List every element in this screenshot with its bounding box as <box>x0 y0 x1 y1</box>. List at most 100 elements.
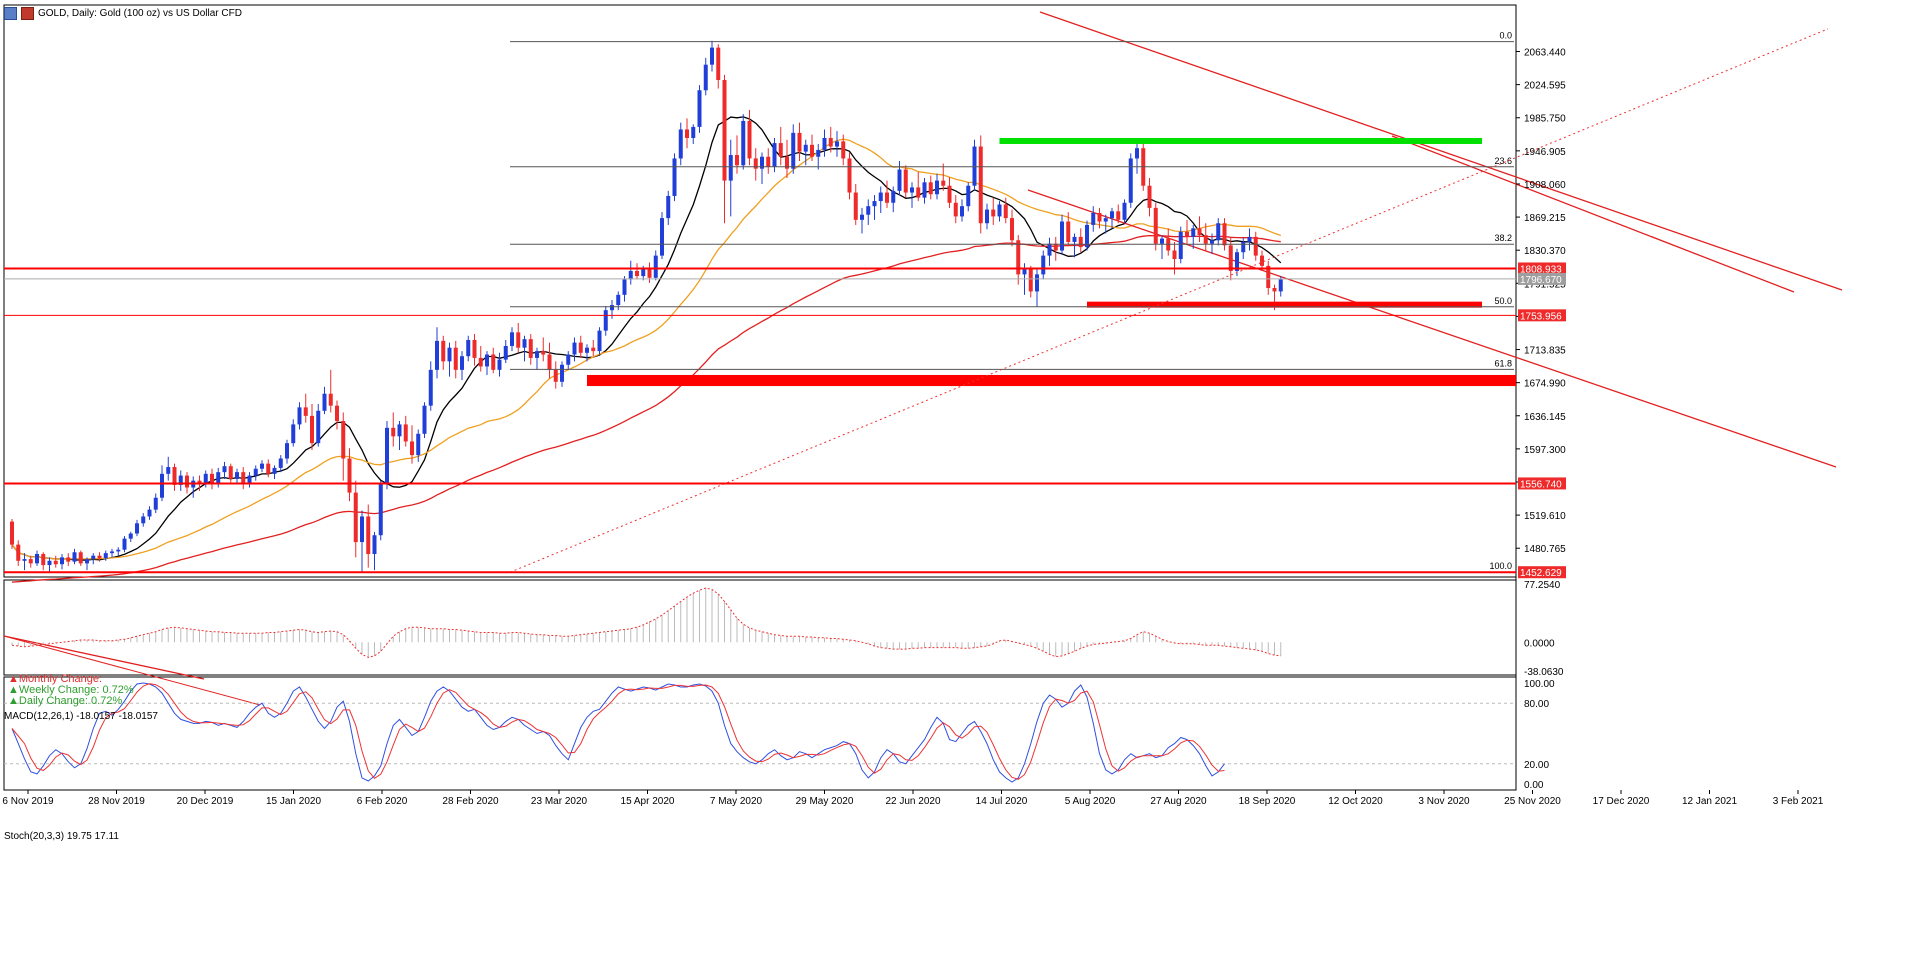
bull-candle <box>278 458 283 468</box>
bear-candle <box>366 516 371 554</box>
bull-candle <box>1091 213 1096 225</box>
bull-candle <box>503 345 508 360</box>
bull-candle <box>291 424 296 444</box>
price-tick-label: 1869.215 <box>1524 213 1566 224</box>
bear-candle <box>778 143 783 157</box>
bull-candle <box>1191 228 1196 237</box>
bull-candle <box>1041 255 1046 275</box>
bear-candle <box>266 463 271 474</box>
macd-panel-frame <box>3 579 1517 676</box>
bear-candle <box>341 421 346 459</box>
date-tick-label: 12 Jan 2021 <box>1682 796 1737 807</box>
bear-candle <box>28 559 33 564</box>
bull-candle <box>128 533 133 539</box>
bear-candle <box>1228 245 1233 271</box>
bull-candle <box>1047 243 1052 256</box>
price-tag <box>1518 309 1566 322</box>
bear-candle <box>853 192 858 220</box>
bear-candle <box>353 492 358 543</box>
channel-lower-line <box>1027 189 1837 468</box>
price-tick-label: 1674.990 <box>1524 379 1566 390</box>
bear-candle <box>403 424 408 442</box>
bear-candle <box>1028 269 1033 292</box>
bull-candle <box>85 559 89 564</box>
bull-candle <box>385 427 389 485</box>
bull-candle <box>997 204 1002 217</box>
bull-candle <box>466 340 471 357</box>
macd-signal-line <box>11 587 1281 658</box>
bull-candle <box>597 330 602 352</box>
bear-candle <box>1003 204 1008 219</box>
stoch-tick-label: 80.00 <box>1524 699 1549 710</box>
bull-candle <box>147 509 152 517</box>
price-tick-label: 2024.595 <box>1524 81 1566 92</box>
bear-candle <box>553 369 558 382</box>
bull-candle <box>203 473 208 485</box>
bull-candle <box>110 551 114 554</box>
bear-candle <box>1222 223 1227 246</box>
price-tick-label: 1713.835 <box>1524 346 1566 357</box>
bear-candle <box>1260 255 1264 266</box>
bull-candle <box>535 351 539 358</box>
bull-candle <box>566 354 571 365</box>
bear-candle <box>328 393 333 406</box>
bull-candle <box>791 132 796 169</box>
bull-candle <box>260 463 264 469</box>
price-tick-label: 1519.610 <box>1524 511 1566 522</box>
bull-candle <box>710 47 714 65</box>
bull-candle <box>672 158 677 196</box>
bull-candle <box>1278 279 1283 292</box>
bull-candle <box>760 156 764 169</box>
bull-candle <box>397 424 402 437</box>
bull-candle <box>935 180 939 195</box>
bear-candle <box>516 332 521 348</box>
bear-candle <box>1116 211 1121 220</box>
date-tick-label: 22 Jun 2020 <box>885 796 940 807</box>
date-tick-label: 6 Nov 2019 <box>2 796 54 807</box>
bear-candle <box>491 354 496 370</box>
bull-candle <box>247 475 252 485</box>
bear-candle <box>172 467 177 485</box>
bull-candle <box>960 206 964 217</box>
bull-candle <box>178 475 183 485</box>
fib-level-label: 61.8 <box>1494 358 1512 368</box>
bull-candle <box>428 369 433 406</box>
bull-candle <box>153 497 158 510</box>
bear-candle <box>547 354 552 370</box>
stoch-label: Stoch(20,3,3) 19.75 17.11 <box>4 831 119 842</box>
bear-candle <box>947 185 952 203</box>
chart-window-icon[interactable] <box>4 6 17 20</box>
date-tick-label: 23 Mar 2020 <box>531 796 588 807</box>
stoch-tick-label: 0.00 <box>1524 780 1544 791</box>
bull-candle <box>322 393 327 411</box>
price-tick-label: 2063.440 <box>1524 48 1566 59</box>
bull-candle <box>1103 218 1108 222</box>
bull-candle <box>272 467 277 474</box>
bull-candle <box>728 155 733 181</box>
bull-candle <box>866 206 871 215</box>
bull-candle <box>1035 274 1039 292</box>
date-tick-label: 18 Sep 2020 <box>1239 796 1296 807</box>
date-tick-label: 14 Jul 2020 <box>976 796 1028 807</box>
bull-candle <box>610 305 614 311</box>
bear-candle <box>1097 213 1102 222</box>
bull-candle <box>60 557 64 565</box>
bull-candle <box>510 332 514 346</box>
price-tag <box>1518 262 1566 275</box>
bull-candle <box>91 555 96 560</box>
bear-candle <box>1266 265 1271 289</box>
bull-candle <box>135 523 139 534</box>
bull-candle <box>572 342 577 355</box>
price-tick-label: 1480.765 <box>1524 544 1566 555</box>
bear-candle <box>228 466 233 479</box>
bear-candle <box>53 560 58 565</box>
symbol-icon <box>21 6 34 20</box>
bear-candle <box>1153 207 1158 244</box>
bear-candle <box>97 555 102 559</box>
bull-candle <box>1178 231 1183 260</box>
bear-candle <box>766 156 771 167</box>
bear-candle <box>441 340 446 362</box>
bull-candle <box>772 143 777 167</box>
date-tick-label: 3 Nov 2020 <box>1418 796 1470 807</box>
bull-candle <box>103 553 108 559</box>
